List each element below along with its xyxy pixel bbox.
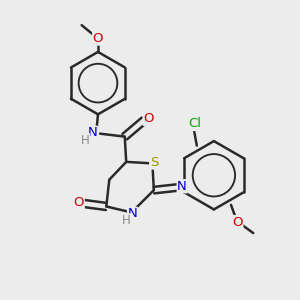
Text: O: O xyxy=(74,196,84,209)
Text: H: H xyxy=(122,214,130,227)
Text: Cl: Cl xyxy=(188,118,201,130)
Text: N: N xyxy=(128,207,137,220)
Text: H: H xyxy=(81,134,90,147)
Text: O: O xyxy=(143,112,154,125)
Text: O: O xyxy=(93,32,103,45)
Text: N: N xyxy=(177,180,187,193)
Text: O: O xyxy=(232,216,243,229)
Text: N: N xyxy=(88,126,97,139)
Text: S: S xyxy=(150,156,158,169)
